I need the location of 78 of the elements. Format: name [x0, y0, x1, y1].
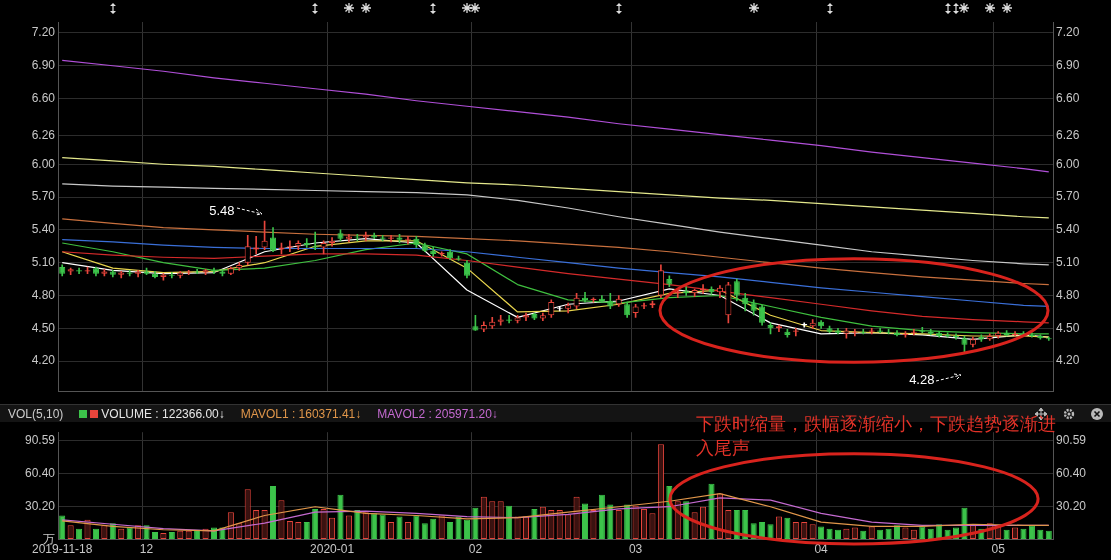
text: MAVOL1 : 160371.41↓ — [240, 406, 362, 421]
bar — [126, 527, 133, 540]
bar — [624, 504, 631, 540]
x-tick-label: 2020-01 — [310, 542, 355, 557]
y-tick-label: 7.20 — [31, 25, 56, 40]
bar — [413, 515, 420, 540]
bar — [708, 483, 715, 540]
y-tick-label: 4.50 — [31, 320, 56, 335]
chart-title: VOL(5,10) — [8, 406, 64, 421]
bar — [396, 516, 403, 540]
annotation: 5.48 — [198, 203, 235, 218]
x-tick-label: 03 — [628, 542, 643, 557]
y-tick-label: 万 — [43, 531, 55, 546]
candlestick — [253, 236, 260, 255]
x-tick-label: 04 — [814, 542, 829, 557]
bar — [826, 528, 833, 540]
y-tick-label: 4.20 — [31, 353, 56, 368]
bar — [337, 494, 344, 540]
bar — [885, 528, 892, 540]
x-tick-label: 12 — [139, 542, 154, 557]
x-tick-label: 05 — [991, 542, 1006, 557]
bar — [379, 514, 386, 540]
bar — [421, 523, 428, 540]
bar — [463, 519, 470, 540]
y2-tick-label: 90.59 — [1056, 432, 1087, 447]
bar — [59, 515, 66, 540]
bar — [1028, 525, 1035, 540]
y2-tick-label: 6.60 — [1056, 90, 1080, 105]
y2-tick-label: 4.80 — [1056, 287, 1080, 302]
annotation: 下跌时缩量，跌幅逐渐缩小，下跌趋势逐渐进入尾声 — [696, 412, 1056, 460]
y2-tick-label: 4.20 — [1056, 353, 1080, 368]
bar — [506, 505, 513, 540]
bar — [312, 508, 319, 540]
annotation: 4.28 — [898, 372, 935, 387]
y2-tick-label: 6.26 — [1056, 128, 1080, 143]
y-tick-label: 6.90 — [31, 58, 56, 73]
bar — [76, 528, 83, 540]
bar — [598, 494, 605, 540]
bar — [269, 485, 277, 540]
x-tick-label: 02 — [468, 542, 483, 557]
y-tick-label: 4.80 — [31, 287, 56, 302]
bar — [447, 522, 454, 540]
bar — [767, 524, 774, 540]
y-tick-label: 90.59 — [24, 432, 56, 447]
y-tick-label: 5.10 — [31, 255, 56, 270]
legend-label: VOLUME : 122366.00↓ — [101, 406, 225, 421]
bar — [818, 526, 825, 540]
y-tick-label: 6.26 — [31, 128, 56, 143]
y2-tick-label: 6.90 — [1056, 58, 1080, 73]
y2-tick-label: 4.50 — [1056, 320, 1080, 335]
bar — [581, 503, 589, 540]
bar — [919, 526, 926, 540]
bar — [893, 525, 901, 540]
y2-tick-label: 5.10 — [1056, 255, 1080, 270]
bar — [92, 528, 99, 540]
bar — [531, 508, 538, 540]
y-tick-label: 6.60 — [31, 90, 56, 105]
y2-tick-label: 6.00 — [1056, 156, 1080, 171]
bar — [303, 522, 310, 540]
bar — [455, 516, 462, 540]
bar — [472, 507, 479, 540]
y2-tick-label: 5.40 — [1056, 222, 1080, 237]
bar — [354, 510, 361, 540]
y-tick-label: 5.70 — [31, 189, 56, 204]
y2-tick-label: 30.20 — [1056, 498, 1087, 513]
bar — [371, 513, 378, 540]
bar — [784, 517, 791, 540]
y2-tick-label: 7.20 — [1056, 25, 1080, 40]
y-tick-label: 5.40 — [31, 222, 56, 237]
bar — [430, 518, 437, 540]
y-tick-label: 6.00 — [31, 156, 56, 171]
y-tick-label: 60.40 — [24, 465, 56, 480]
y-tick-label: 30.20 — [24, 498, 56, 513]
y2-tick-label: 5.70 — [1056, 189, 1080, 204]
text: MAVOL2 : 205971.20↓ — [377, 406, 498, 421]
bar — [1020, 528, 1027, 540]
bar — [927, 528, 934, 540]
y2-tick-label: 60.40 — [1056, 465, 1087, 480]
